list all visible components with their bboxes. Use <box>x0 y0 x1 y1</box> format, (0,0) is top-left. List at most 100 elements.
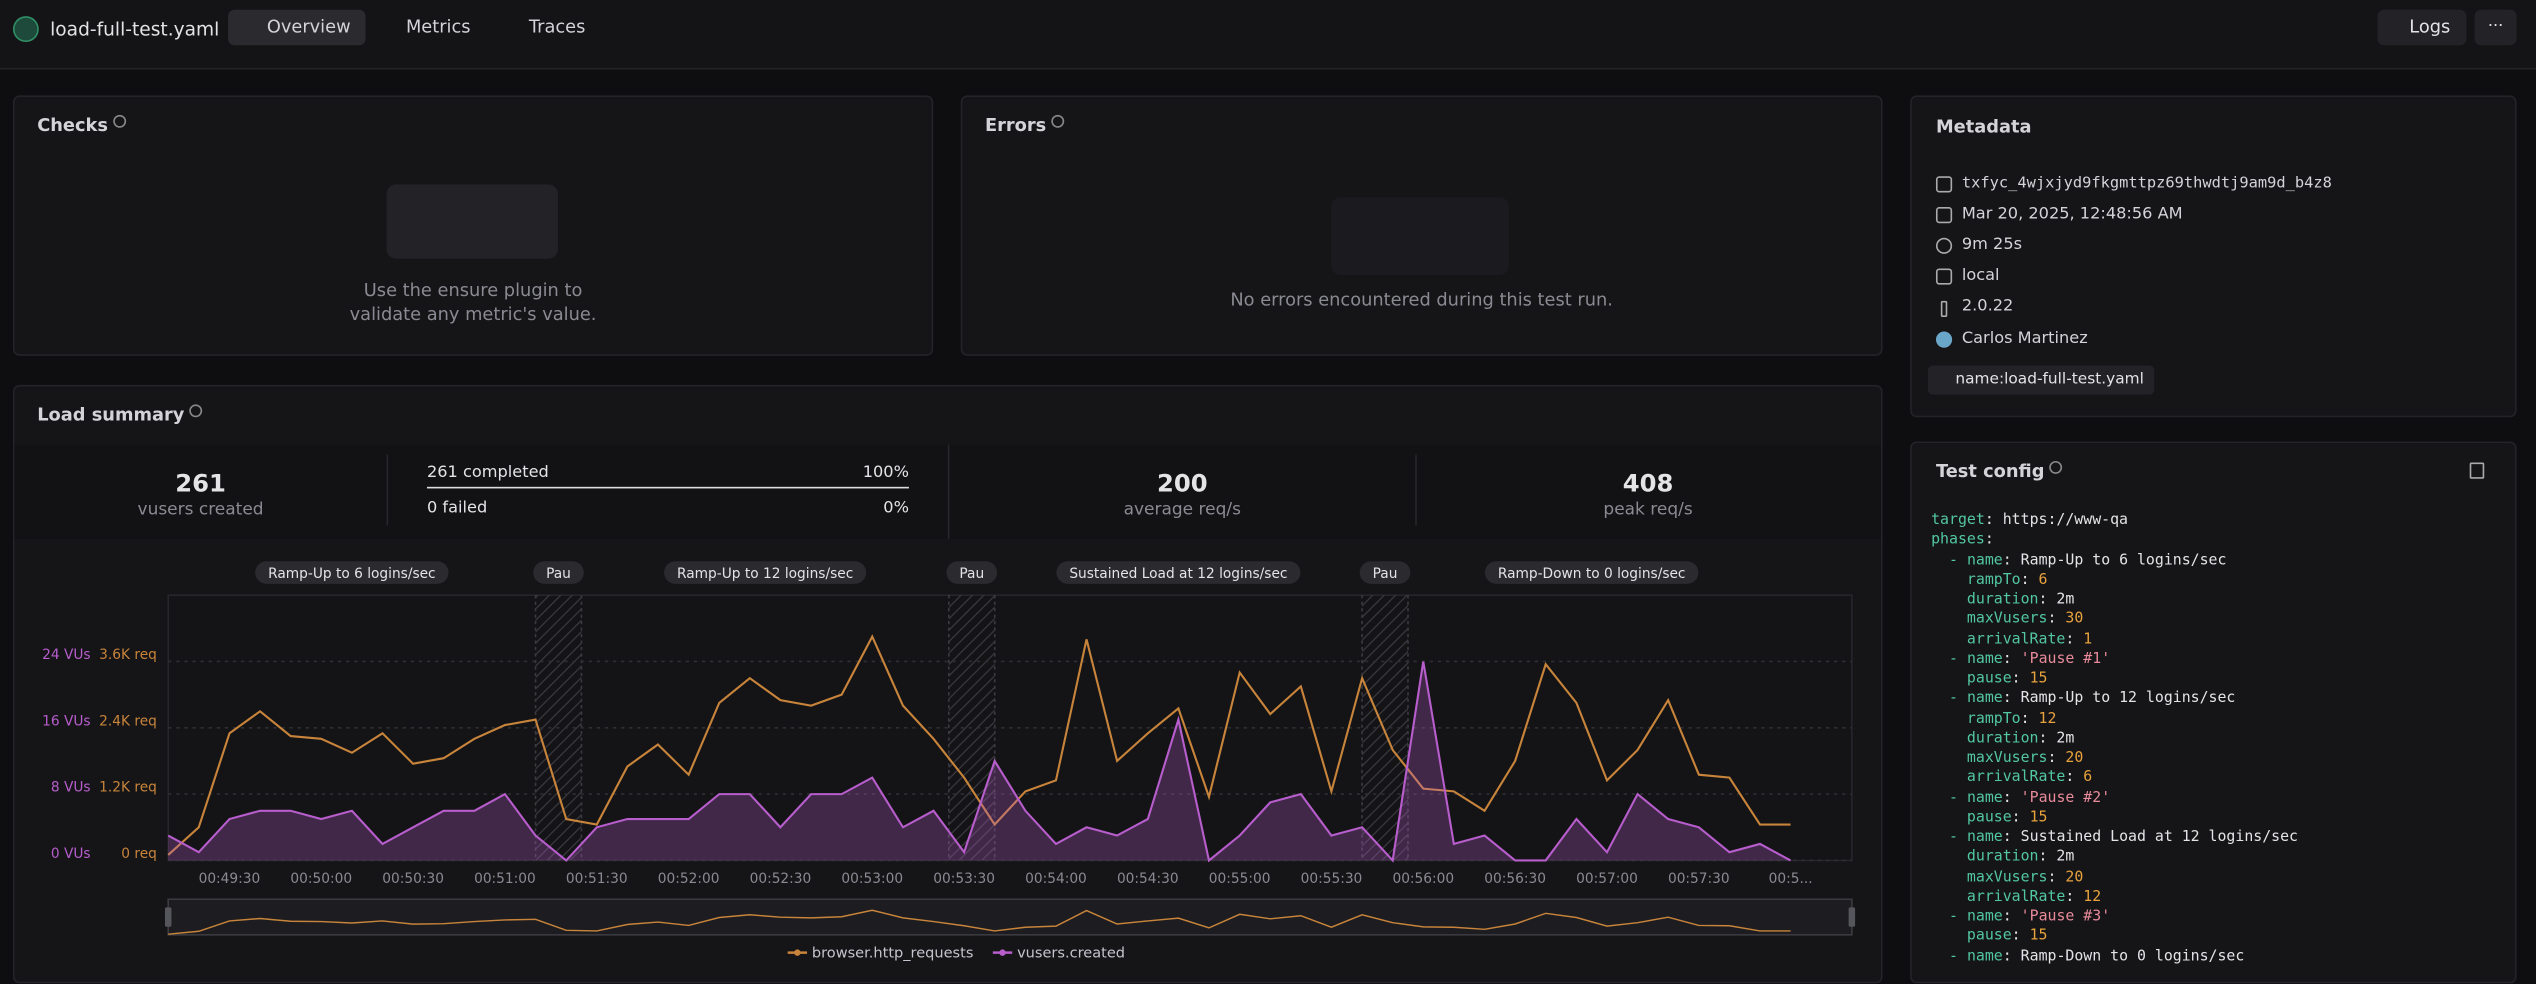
x-tick-label: 00:51:30 <box>566 871 628 887</box>
code-line: rampTo: 12 <box>1966 709 2057 727</box>
panel-title: Metadata <box>1935 116 2032 138</box>
dash: - <box>1949 828 1967 846</box>
key: arrivalRate <box>1966 629 2066 648</box>
code-line: rampTo: 6 <box>1966 570 2048 589</box>
key: pause <box>1966 927 2012 945</box>
y2-tick-label: 0 req <box>121 846 157 862</box>
errors-panel: Errors No errors encountered during this… <box>960 95 1883 356</box>
text: validate any metric's value. <box>349 304 597 326</box>
dash: - <box>1949 907 1967 926</box>
pill <box>1056 561 1301 584</box>
copy-button[interactable] <box>2469 462 2485 479</box>
key: name <box>1966 828 2003 846</box>
value: 2m <box>2056 729 2075 747</box>
pill <box>664 561 867 584</box>
key: pause <box>1966 808 2012 827</box>
progress-bar <box>426 486 909 489</box>
value: 1 <box>2083 629 2093 648</box>
y-tick-label: 16 VUs <box>42 713 90 729</box>
x-tick-label: 00:50:00 <box>290 871 352 887</box>
key: arrivalRate <box>1966 887 2066 906</box>
x-tick-label: 00:50:30 <box>382 871 444 887</box>
phase-text: Pau <box>546 566 571 582</box>
code-line: maxVusers: 30 <box>1966 610 2084 628</box>
tab[interactable]: Traces <box>528 16 586 38</box>
y2-tick-label: 1.2K req <box>99 780 157 796</box>
value: 15 <box>2029 669 2048 688</box>
value: 2m <box>2056 847 2075 866</box>
minimap-handle <box>164 907 172 927</box>
code-line: - name: 'Pause #3' <box>1949 907 2111 926</box>
y-tick-label: 24 VUs <box>42 647 90 663</box>
code-line: target: https://www-qa <box>1931 511 2129 529</box>
value: 15 <box>2029 927 2048 945</box>
phase-label: Pau <box>533 561 584 584</box>
more-button[interactable]: ··· <box>2474 9 2517 46</box>
code-line: arrivalRate: 12 <box>1966 887 2102 906</box>
code-line: pause: 15 <box>1966 927 2048 945</box>
divider <box>1415 454 1417 526</box>
value: 20 <box>2065 867 2084 886</box>
x-tick-label: 00:53:30 <box>933 871 995 887</box>
dash: - <box>1949 649 1967 668</box>
tab[interactable]: Overview <box>228 9 366 46</box>
phase-label: Pau <box>946 561 998 584</box>
pill <box>1484 561 1699 584</box>
value: Sustained Load at 12 logins/sec <box>2020 828 2299 846</box>
value: Ramp-Up to 12 logins/sec <box>2020 689 2236 708</box>
legend-dot <box>999 949 1006 956</box>
code-line: duration: 2m <box>1966 847 2075 866</box>
key: duration <box>1966 729 2039 747</box>
code-line: arrivalRate: 6 <box>1966 768 2093 787</box>
value: https://www-qa <box>2002 511 2129 529</box>
key: name <box>1966 946 2003 965</box>
tab[interactable]: Metrics <box>405 16 471 38</box>
status-icon <box>12 16 39 43</box>
code-line: - name: Sustained Load at 12 logins/sec <box>1949 828 2299 846</box>
x-tick-label: 00:49:30 <box>199 871 261 887</box>
icon <box>1935 176 1953 193</box>
x-tick-label: 00:57:00 <box>1576 871 1638 887</box>
x-tick-label: 00:52:00 <box>658 871 720 887</box>
x-tick-label: 00:55:00 <box>1209 871 1271 887</box>
phase-text: Pau <box>959 566 984 582</box>
phase-label: Ramp-Up to 6 logins/sec <box>255 561 449 584</box>
x-tick-label: 00:5... <box>1769 871 1813 887</box>
x-tick-label: 00:55:30 <box>1301 871 1363 887</box>
text: Use the ensure plugin to <box>363 279 583 301</box>
top-bar: load-full-test.yaml Overview Metrics Tra… <box>0 0 2536 70</box>
x-tick-label: 00:53:00 <box>841 871 903 887</box>
value: Ramp-Down to 0 logins/sec <box>2020 946 2245 965</box>
line <box>168 909 1791 935</box>
code-line: - name: 'Pause #1' <box>1949 649 2111 668</box>
phase-label: Ramp-Down to 0 logins/sec <box>1484 561 1699 584</box>
x-tick-label: 00:51:00 <box>474 871 536 887</box>
completed-percent: 100% <box>862 464 909 482</box>
empty-message: No errors encountered during this test r… <box>1230 289 1613 311</box>
line <box>167 634 1791 856</box>
pill <box>255 561 449 584</box>
code-line: duration: 2m <box>1966 729 2075 747</box>
dash: - <box>1949 788 1967 807</box>
date: Mar 20, 2025, 12:48:56 AM <box>1961 205 2183 224</box>
code-line: - name: Ramp-Up to 12 logins/sec <box>1949 689 2236 708</box>
failed-percent: 0% <box>883 499 909 518</box>
key: name <box>1966 689 2003 708</box>
divider <box>386 454 389 526</box>
logs-button[interactable]: Logs <box>2377 9 2467 46</box>
legend-label: browser.http_requests <box>812 944 974 961</box>
minimap <box>168 899 1852 935</box>
key: duration <box>1966 847 2039 866</box>
phase-label: Ramp-Up to 12 logins/sec <box>664 561 867 584</box>
panel-title: Load summary <box>37 404 185 426</box>
key: duration <box>1966 590 2039 609</box>
value: 'Pause #1' <box>2020 649 2111 668</box>
stat-label: average req/s <box>1123 499 1241 520</box>
dash: - <box>1949 550 1967 569</box>
phase-text: Ramp-Up to 12 logins/sec <box>677 566 853 582</box>
icon <box>1935 268 1953 285</box>
key: phases <box>1931 530 1985 549</box>
code-line: arrivalRate: 1 <box>1966 629 2093 648</box>
dash: - <box>1949 689 1967 708</box>
